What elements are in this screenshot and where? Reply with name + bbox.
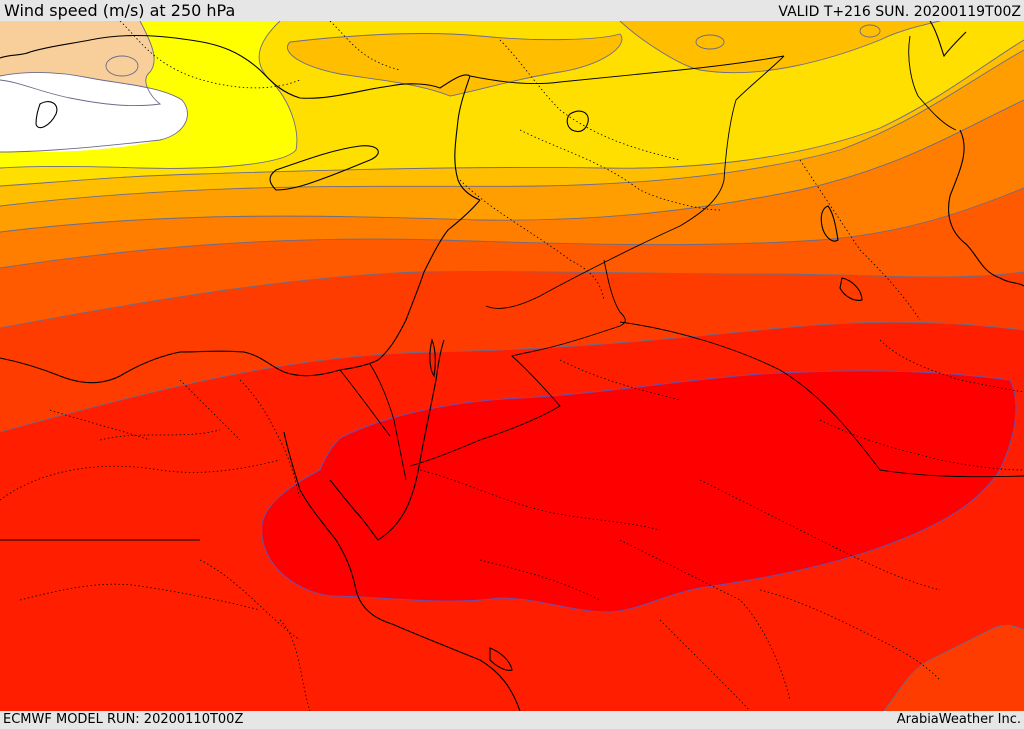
valid-time: VALID T+216 SUN. 20200119T00Z [778,4,1021,20]
saudi-iraq-border [619,321,1024,478]
coastlines [0,21,1024,711]
syria-coast [454,75,481,201]
sinai-border [339,369,391,437]
footer-bar: ECMWF MODEL RUN: 20200110T00Z ArabiaWeat… [0,711,1024,729]
syria-iraq-border [485,55,785,309]
aegean-islands [35,101,58,129]
red-sea-east [377,339,445,541]
jordan-saudi-border [409,259,626,467]
borders [0,35,1024,541]
province-boundaries [0,21,1024,711]
red-sea-island [489,647,513,671]
persian-gulf-coast [948,129,1024,287]
credit: ArabiaWeather Inc. [896,712,1021,727]
turkey-coast [0,34,471,99]
model-run: ECMWF MODEL RUN: 20200110T00Z [3,712,244,727]
cyprus [269,145,379,191]
wind-speed-map [0,21,1024,711]
map-title: Wind speed (m/s) at 250 hPa [4,1,236,20]
bahrain-coast [820,205,839,242]
egypt-coast [0,350,341,384]
turkey-syria-border [469,55,785,85]
contour-lines [0,21,1024,711]
dead-sea [429,338,436,378]
band-red [261,370,1016,612]
levant-coast [339,199,481,371]
lake-van [566,110,589,133]
band-red-orange-se [884,625,1024,711]
iraq-iran-border [908,35,957,131]
band-amber-patch [287,33,622,96]
gulf-suez [329,479,379,541]
header-bar: Wind speed (m/s) at 250 hPa VALID T+216 … [0,0,1024,21]
qatar-coast [839,277,863,301]
caspian-coast [929,21,967,58]
red-sea-west [283,431,521,711]
contour-max [261,370,1017,613]
egypt-israel-border [369,363,407,481]
map-canvas [0,21,1024,711]
